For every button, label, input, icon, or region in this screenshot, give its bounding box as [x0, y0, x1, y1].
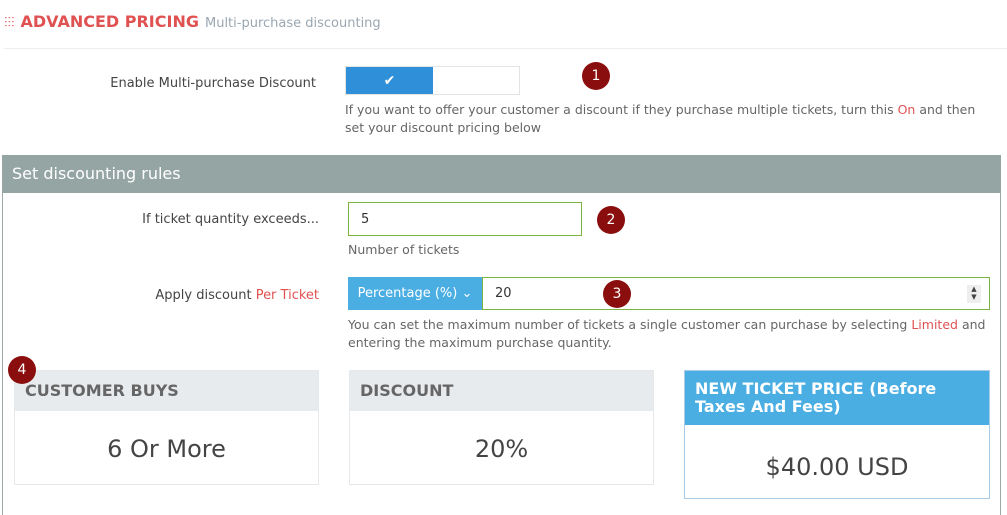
section-subtitle: Multi-purchase discounting [204, 16, 381, 31]
discount-value-input[interactable]: 20 [482, 277, 990, 310]
check-icon: ✔ [346, 67, 433, 94]
discount-type-select[interactable]: Percentage (%) ⌄ [348, 277, 482, 310]
badge-1: 1 [582, 62, 610, 90]
enable-help: If you want to offer your customer a dis… [345, 102, 976, 135]
badge-2: 2 [597, 206, 625, 234]
card-title: NEW TICKET PRICE (Before Taxes And Fees) [685, 371, 989, 425]
enable-label: Enable Multi-purchase Discount [110, 76, 316, 91]
card-value: 20% [474, 435, 529, 463]
card-title: CUSTOMER BUYS [15, 371, 318, 411]
qty-input[interactable]: 5 [348, 202, 582, 236]
section-header: ⫶⫶⫶ ADVANCED PRICING Multi-purchase disc… [4, 12, 381, 31]
discount-help: You can set the maximum number of ticket… [348, 317, 986, 350]
sliders-icon: ⫶⫶⫶ [4, 15, 15, 31]
card-value: $40.00 USD [765, 453, 909, 481]
card-new-price: NEW TICKET PRICE (Before Taxes And Fees)… [684, 370, 990, 499]
enable-toggle[interactable]: ✔ [345, 66, 520, 95]
card-value: 6 Or More [107, 435, 226, 463]
card-discount: DISCOUNT 20% [349, 370, 654, 485]
card-title: DISCOUNT [350, 371, 653, 411]
badge-3: 3 [603, 280, 631, 308]
rules-panel-title: Set discounting rules [2, 155, 1001, 193]
apply-label: Apply discount Per Ticket [155, 288, 319, 303]
qty-label: If ticket quantity exceeds... [142, 212, 319, 227]
badge-4: 4 [8, 356, 36, 384]
qty-help: Number of tickets [348, 242, 460, 257]
divider [4, 48, 1007, 49]
section-title: ADVANCED PRICING [20, 12, 199, 31]
card-customer-buys: CUSTOMER BUYS 6 Or More [14, 370, 319, 485]
spinner-icon[interactable]: ▲ ▼ [967, 285, 981, 303]
